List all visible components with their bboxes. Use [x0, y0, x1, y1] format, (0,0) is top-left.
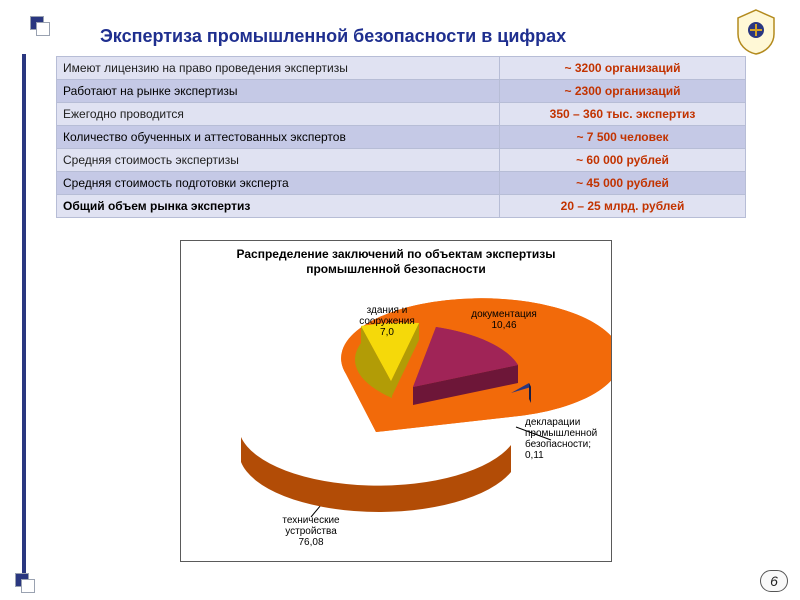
- chart-title: Распределение заключений по объектам экс…: [191, 247, 601, 277]
- row-label: Работают на рынке экспертизы: [57, 80, 500, 103]
- table-row: Средняя стоимость экспертизы~ 60 000 руб…: [57, 149, 746, 172]
- row-label: Имеют лицензию на право проведения экспе…: [57, 57, 500, 80]
- table-row: Ежегодно проводится350 – 360 тыс. экспер…: [57, 103, 746, 126]
- emblem-icon: [732, 8, 780, 56]
- table-row: Средняя стоимость подготовки эксперта~ 4…: [57, 172, 746, 195]
- row-label: Количество обученных и аттестованных экс…: [57, 126, 500, 149]
- row-value: 20 – 25 млрд. рублей: [500, 195, 746, 218]
- row-label: Общий объем рынка экспертиз: [57, 195, 500, 218]
- pie-chart-panel: Распределение заключений по объектам экс…: [180, 240, 612, 562]
- stats-table: Имеют лицензию на право проведения экспе…: [56, 56, 746, 218]
- row-value: ~ 2300 организаций: [500, 80, 746, 103]
- table-row: Количество обученных и аттестованных экс…: [57, 126, 746, 149]
- row-value: ~ 3200 организаций: [500, 57, 746, 80]
- slice-label-declarations: декларации промышленной безопасности;0,1…: [525, 417, 610, 461]
- table-row: Общий объем рынка экспертиз20 – 25 млрд.…: [57, 195, 746, 218]
- decor-square: [21, 579, 35, 593]
- table-row: Имеют лицензию на право проведения экспе…: [57, 57, 746, 80]
- decor-square: [36, 22, 50, 36]
- page-number: 6: [760, 570, 788, 592]
- row-value: ~ 60 000 рублей: [500, 149, 746, 172]
- slice-label-technical: технические устройства76,08: [261, 515, 361, 548]
- row-label: Средняя стоимость экспертизы: [57, 149, 500, 172]
- chart-area: здания и сооружения7,0 документация10,46…: [181, 277, 611, 547]
- side-accent-bar: [22, 54, 26, 584]
- row-value: 350 – 360 тыс. экспертиз: [500, 103, 746, 126]
- slice-label-documentation: документация10,46: [459, 309, 549, 331]
- page-title: Экспертиза промышленной безопасности в ц…: [100, 26, 566, 47]
- slice-label-buildings: здания и сооружения7,0: [347, 305, 427, 338]
- row-label: Ежегодно проводится: [57, 103, 500, 126]
- row-value: ~ 7 500 человек: [500, 126, 746, 149]
- row-value: ~ 45 000 рублей: [500, 172, 746, 195]
- table-row: Работают на рынке экспертизы~ 2300 орган…: [57, 80, 746, 103]
- row-label: Средняя стоимость подготовки эксперта: [57, 172, 500, 195]
